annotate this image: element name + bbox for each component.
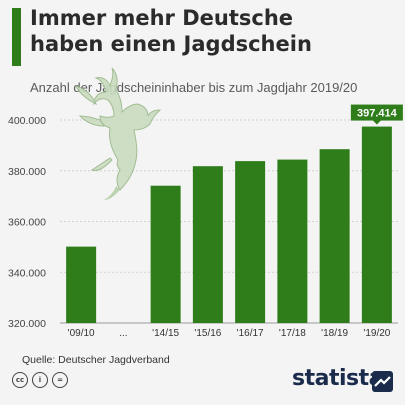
x-tick-label: '16/17	[237, 328, 264, 339]
callout-box	[350, 104, 403, 121]
source-note: Quelle: Deutscher Jagdverband	[22, 354, 170, 366]
y-tick-label: 360.000	[8, 217, 46, 229]
chart-title: Immer mehr Deutsche haben einen Jagdsche…	[30, 5, 400, 57]
y-tick-label: 400.000	[8, 115, 46, 127]
bar	[277, 159, 308, 323]
statista-logo[interactable]: statista	[292, 366, 383, 391]
x-tick-label: '18/19	[321, 328, 348, 339]
bar	[361, 126, 392, 323]
x-axis-tick-labels: '09/10... '14/15 '15/16 '16/17 '17/18 '18/19 '…	[68, 328, 391, 339]
y-tick-label: 340.000	[8, 267, 46, 279]
bar	[150, 185, 181, 323]
bar	[319, 149, 350, 323]
bar	[192, 166, 223, 323]
license-icons: cc i =	[12, 372, 68, 388]
callout-pointer	[372, 120, 381, 125]
y-tick-label: 320.000	[8, 318, 46, 330]
x-tick-label: '09/10	[68, 328, 95, 339]
title-accent-bar	[12, 8, 21, 66]
y-tick-label: 380.000	[8, 166, 46, 178]
statista-logo-mark-icon	[372, 371, 393, 392]
by-icon[interactable]: i	[32, 372, 48, 388]
x-tick-label: '15/16	[194, 328, 221, 339]
chart-title-line-2: haben einen Jagdschein	[30, 32, 312, 56]
nd-icon[interactable]: =	[52, 372, 68, 388]
chart-title-line-1: Immer mehr Deutsche	[30, 6, 294, 30]
y-axis-tick-labels: 320.000 340.000 360.000 380.000 400.000	[8, 115, 46, 330]
x-tick-label: '14/15	[152, 328, 179, 339]
bar	[235, 161, 266, 323]
value-callout: 397.414	[350, 104, 403, 125]
deer-head-icon	[75, 67, 162, 200]
bars	[66, 126, 392, 323]
bar	[66, 246, 97, 323]
x-tick-label: '19/20	[363, 328, 390, 339]
x-tick-label: ...	[119, 328, 127, 339]
callout-value-label: 397.414	[357, 108, 398, 120]
cc-icon[interactable]: cc	[12, 372, 28, 388]
x-tick-label: '17/18	[279, 328, 306, 339]
